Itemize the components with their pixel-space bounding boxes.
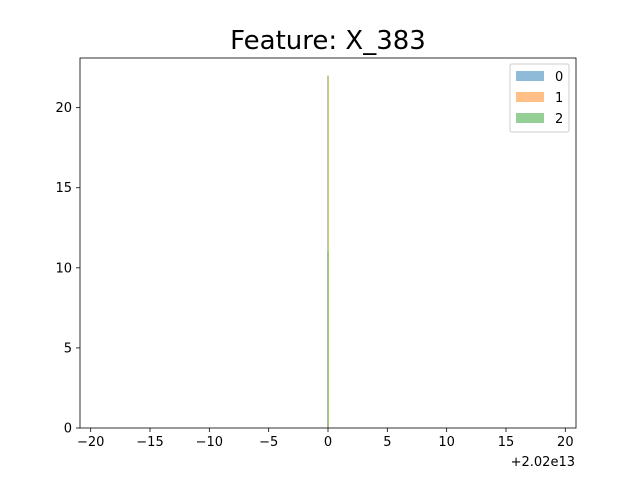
legend-swatch-0: [516, 71, 544, 81]
legend: 0 1 2: [509, 63, 570, 133]
x-tick-label: −20: [77, 435, 104, 450]
y-tick-label: 5: [64, 341, 72, 356]
y-tick-label: 15: [55, 181, 72, 196]
x-tick-label: 5: [383, 435, 391, 450]
legend-label-2: 2: [555, 112, 563, 127]
x-tick-label: −5: [259, 435, 278, 450]
y-tick-label: 10: [55, 261, 72, 276]
x-tick-label: 20: [557, 435, 574, 450]
legend-label-1: 1: [555, 91, 563, 106]
chart-title: Feature: X_383: [230, 26, 426, 56]
x-tick-label: 0: [324, 435, 332, 450]
x-axis: −20 −15 −10 −5 0 5 10 15 20: [77, 428, 574, 450]
legend-swatch-1: [516, 92, 544, 102]
y-axis: 0 5 10 15 20: [55, 101, 80, 437]
x-offset-label: +2.02e13: [511, 455, 575, 470]
x-tick-label: 10: [438, 435, 455, 450]
x-tick-label: −15: [136, 435, 163, 450]
x-tick-label: 15: [498, 435, 515, 450]
y-tick-label: 0: [64, 422, 72, 437]
y-tick-label: 20: [55, 101, 72, 116]
legend-label-0: 0: [555, 70, 563, 85]
x-tick-label: −10: [196, 435, 223, 450]
bar-series-2-0: [327, 75, 329, 428]
legend-swatch-2: [516, 113, 544, 123]
bars-group: [327, 75, 329, 428]
